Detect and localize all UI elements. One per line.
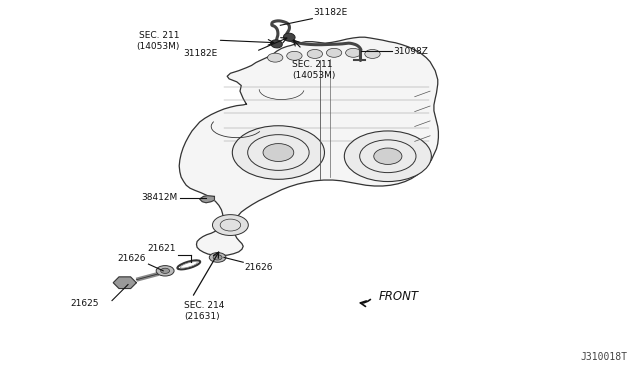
Text: 21626: 21626 bbox=[117, 254, 146, 263]
Polygon shape bbox=[200, 196, 214, 203]
Circle shape bbox=[326, 48, 342, 57]
Text: FRONT: FRONT bbox=[379, 291, 419, 303]
Circle shape bbox=[263, 144, 294, 161]
Circle shape bbox=[346, 48, 361, 57]
Text: SEC. 211
(14053M): SEC. 211 (14053M) bbox=[136, 31, 179, 51]
Circle shape bbox=[374, 148, 402, 164]
Circle shape bbox=[287, 51, 302, 60]
Circle shape bbox=[232, 126, 324, 179]
Text: 31182E: 31182E bbox=[314, 8, 348, 17]
Circle shape bbox=[212, 215, 248, 235]
Circle shape bbox=[365, 49, 380, 58]
Text: 38412M: 38412M bbox=[141, 193, 178, 202]
Circle shape bbox=[344, 131, 431, 182]
Ellipse shape bbox=[284, 33, 295, 41]
Circle shape bbox=[307, 49, 323, 58]
Polygon shape bbox=[113, 277, 136, 289]
Text: J310018T: J310018T bbox=[580, 352, 627, 362]
Text: 31182E: 31182E bbox=[183, 49, 218, 58]
Circle shape bbox=[161, 268, 170, 273]
Circle shape bbox=[156, 266, 174, 276]
Circle shape bbox=[213, 255, 222, 260]
Ellipse shape bbox=[271, 40, 282, 48]
Text: SEC. 211
(14053M): SEC. 211 (14053M) bbox=[292, 60, 335, 80]
Text: 21626: 21626 bbox=[244, 263, 273, 272]
Text: 21625: 21625 bbox=[70, 299, 99, 308]
Circle shape bbox=[268, 53, 283, 62]
Circle shape bbox=[209, 253, 226, 262]
Polygon shape bbox=[179, 37, 438, 256]
Text: 21621: 21621 bbox=[147, 244, 176, 253]
Text: SEC. 214
(21631): SEC. 214 (21631) bbox=[184, 301, 225, 321]
Text: 31098Z: 31098Z bbox=[393, 47, 428, 56]
